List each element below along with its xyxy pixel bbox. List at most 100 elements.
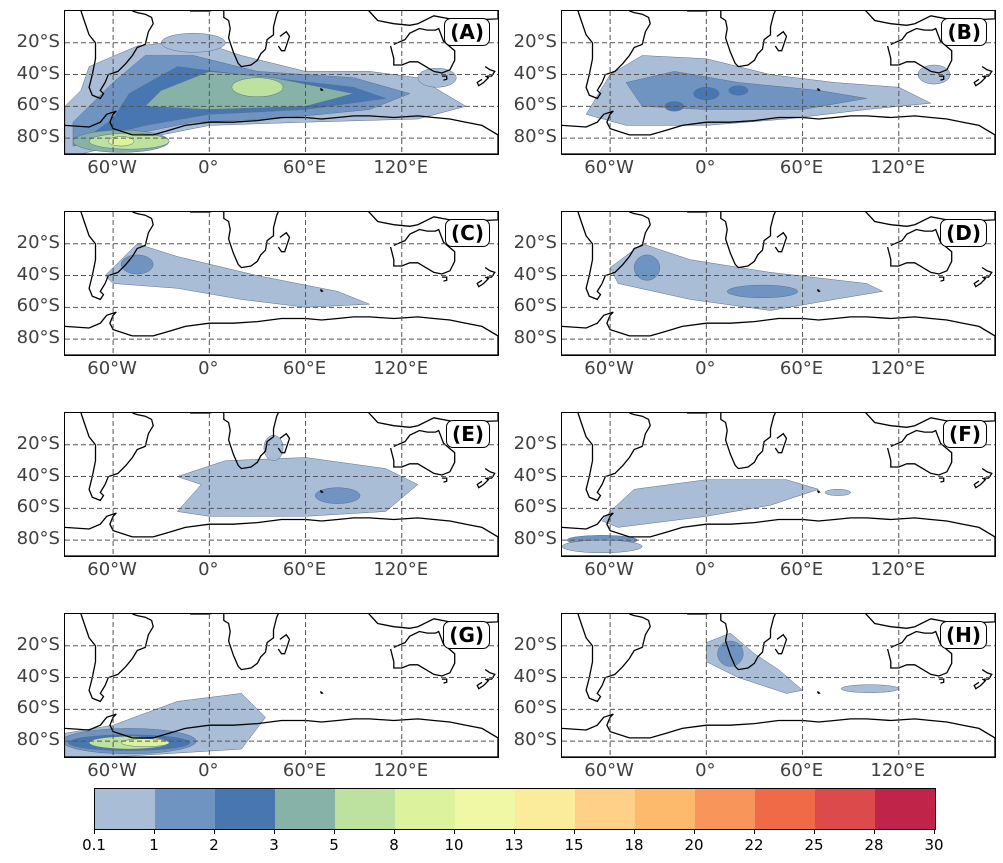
x-tick-label: 0° — [198, 760, 219, 781]
coastline — [973, 276, 987, 288]
x-tick-label: 60°E — [282, 358, 327, 379]
coastline — [816, 88, 821, 92]
coastline — [441, 477, 448, 483]
x-tick-label: 60°W — [87, 760, 137, 781]
coastline — [319, 289, 324, 293]
colorbar-tick — [574, 829, 575, 834]
colorbar-tick — [334, 829, 335, 834]
map-frame: (F) — [561, 412, 996, 557]
colorbar-tick-label: 8 — [389, 836, 399, 854]
y-tick-label: 80°S — [16, 126, 60, 148]
coastline — [389, 429, 456, 476]
contour-region — [314, 487, 361, 504]
coastline — [816, 691, 821, 695]
x-tick-label: 0° — [695, 157, 716, 178]
x-tick-label: 0° — [695, 358, 716, 379]
coastline — [476, 75, 490, 87]
x-tick-label: 120°E — [373, 559, 429, 580]
colorbar-tick-label: 13 — [504, 836, 524, 854]
coastline — [476, 678, 490, 690]
y-tick-label: 20°S — [16, 30, 60, 52]
y-tick-label: 80°S — [16, 729, 60, 751]
coastline — [389, 630, 456, 677]
contour-region — [231, 77, 284, 98]
coastline — [687, 614, 776, 671]
colorbar-tick — [694, 829, 695, 834]
coastline — [484, 267, 496, 278]
y-tick-label: 60°S — [513, 94, 557, 116]
colorbar-tick-label: 1 — [149, 836, 159, 854]
map-svg — [562, 614, 995, 757]
coastline — [441, 678, 448, 684]
x-tick-label: 60°W — [87, 559, 137, 580]
colorbar-tick-label: 2 — [209, 836, 219, 854]
y-tick-label: 40°S — [16, 62, 60, 84]
y-tick-label: 40°S — [16, 464, 60, 486]
x-tick-label: 60°E — [282, 157, 327, 178]
coastline — [484, 66, 496, 77]
coastline — [562, 713, 995, 757]
coastline — [389, 27, 456, 74]
colorbar-segment — [335, 789, 395, 829]
colorbar-segment — [215, 789, 275, 829]
x-tick-label: 120°E — [870, 157, 926, 178]
y-tick-label: 40°S — [513, 665, 557, 687]
coastline — [476, 477, 490, 489]
y-tick-label: 20°S — [513, 432, 557, 454]
contour-region — [728, 85, 749, 96]
x-tick-label: 120°E — [373, 760, 429, 781]
contour-region — [120, 738, 170, 747]
colorbar-tick — [814, 829, 815, 834]
colorbar-segment — [695, 789, 755, 829]
coastline — [687, 11, 776, 68]
y-tick-label: 20°S — [513, 633, 557, 655]
coastline — [774, 432, 788, 454]
coastline — [577, 614, 651, 703]
coastline — [577, 11, 651, 100]
map-frame: (G) — [64, 613, 499, 758]
panel-label: (H) — [939, 621, 987, 649]
contour-region — [824, 489, 851, 496]
y-tick-label: 60°S — [16, 697, 60, 719]
contour-region — [726, 284, 798, 299]
coastline — [441, 276, 448, 282]
coastline — [816, 289, 821, 293]
y-tick-label: 40°S — [16, 263, 60, 285]
colorbar-tick-label: 15 — [564, 836, 584, 854]
map-svg — [562, 413, 995, 556]
coastline — [65, 512, 498, 556]
y-tick-label: 20°S — [16, 633, 60, 655]
panel-label: (D) — [940, 219, 987, 247]
panel-label: (G) — [443, 621, 490, 649]
panel-label: (C) — [445, 219, 490, 247]
x-tick-label: 120°E — [373, 358, 429, 379]
y-tick-label: 20°S — [16, 432, 60, 454]
coastline — [190, 11, 279, 68]
y-tick-label: 40°S — [513, 464, 557, 486]
x-tick-label: 0° — [198, 358, 219, 379]
x-tick-label: 60°W — [584, 559, 634, 580]
colorbar-tick — [634, 829, 635, 834]
coastline — [973, 477, 987, 489]
x-tick-label: 60°E — [779, 358, 824, 379]
y-tick-label: 80°S — [513, 528, 557, 550]
coastline — [981, 468, 993, 479]
coastline — [277, 432, 291, 454]
y-tick-label: 80°S — [513, 126, 557, 148]
coastline — [80, 413, 154, 502]
coastline — [973, 75, 987, 87]
coastline — [319, 88, 324, 92]
x-tick-label: 60°E — [779, 559, 824, 580]
x-tick-label: 60°W — [87, 157, 137, 178]
colorbar-segment — [815, 789, 875, 829]
map-frame: (H) — [561, 613, 996, 758]
contour-region — [108, 136, 135, 147]
x-tick-label: 0° — [198, 157, 219, 178]
coastline — [319, 691, 324, 695]
coastline — [687, 413, 776, 470]
colorbar-segment — [395, 789, 455, 829]
colorbar-tick — [934, 829, 935, 834]
coastline — [886, 27, 953, 74]
map-svg — [65, 212, 498, 355]
x-tick-label: 60°W — [87, 358, 137, 379]
